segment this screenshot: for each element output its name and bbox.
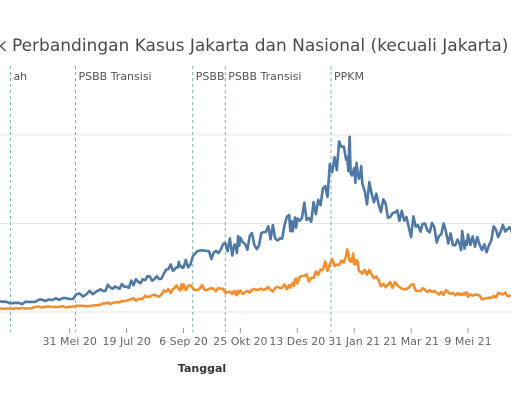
x-axis-ticks: 31 Mei 20 19 Jul 20 6 Sep 20 25 Okt 20 13 De… bbox=[43, 328, 492, 348]
phase-label-2: PSBB bbox=[196, 70, 225, 83]
series-line-1 bbox=[0, 248, 511, 311]
chart-title: fik Perbandingan Kasus Jakarta dan Nasio… bbox=[0, 36, 509, 56]
x-axis-label: Tanggal bbox=[178, 362, 226, 375]
gridlines bbox=[0, 134, 511, 313]
x-tick-label-0: 31 Mei 20 bbox=[43, 335, 97, 348]
x-tick-label-6: 21 Mar 21 bbox=[383, 335, 439, 348]
phase-markers: ah PSBB Transisi PSBB PSBB Transisi PPKM bbox=[9, 66, 364, 332]
series-line-0 bbox=[0, 135, 511, 306]
phase-label-1: PSBB Transisi bbox=[78, 70, 151, 83]
series-lines bbox=[0, 135, 511, 311]
x-tick-label-5: 31 Jan 21 bbox=[328, 335, 380, 348]
x-tick-label-2: 6 Sep 20 bbox=[159, 335, 208, 348]
phase-label-4: PPKM bbox=[334, 70, 364, 83]
x-tick-label-3: 25 Okt 20 bbox=[213, 335, 267, 348]
x-tick-label-1: 19 Jul 20 bbox=[102, 335, 150, 348]
x-tick-label-7: 9 Mei 21 bbox=[444, 335, 491, 348]
x-tick-label-4: 13 Des 20 bbox=[269, 335, 325, 348]
phase-label-3: PSBB Transisi bbox=[228, 70, 301, 83]
phase-label-0: ah bbox=[13, 70, 27, 83]
